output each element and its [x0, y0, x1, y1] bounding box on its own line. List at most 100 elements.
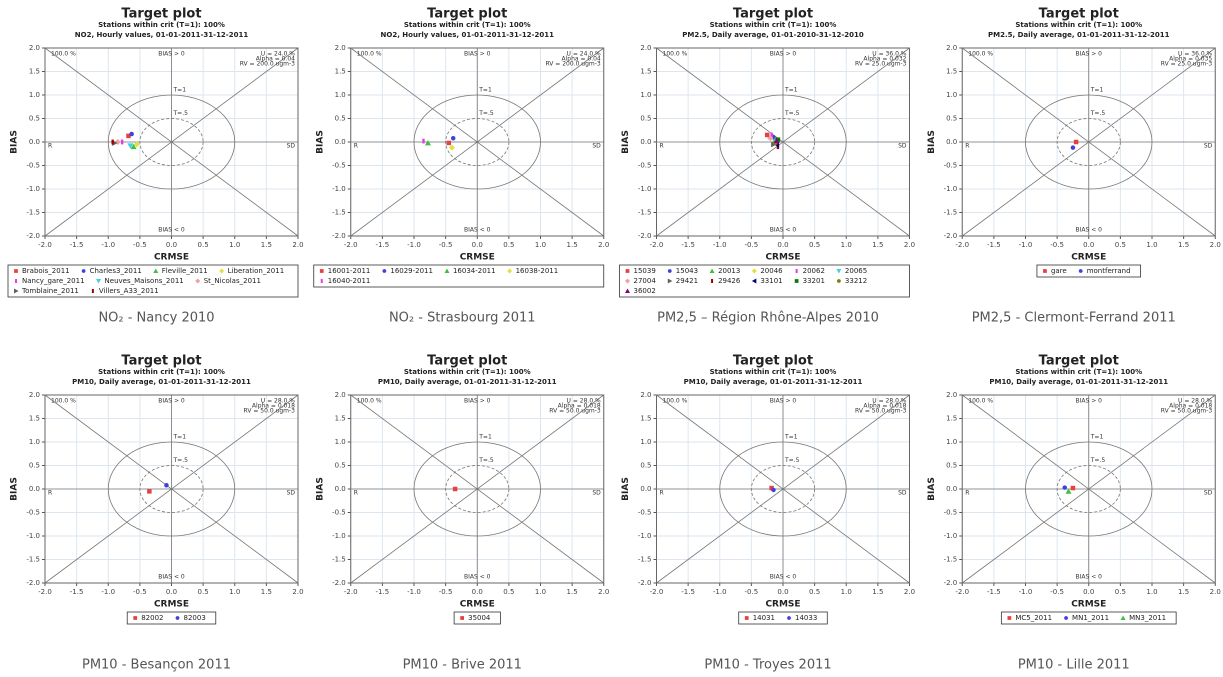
chart-subtitle: Stations within crit (T=1): 100% — [98, 368, 225, 376]
x-tick-label: 0.5 — [198, 241, 209, 249]
point — [120, 139, 124, 145]
chart-title: Target plot — [121, 354, 201, 369]
x-axis-label: CRMSE — [765, 600, 800, 610]
annotation: RV = 25.0 ugm-3 — [1161, 61, 1213, 68]
target-circle-dashed — [445, 118, 510, 166]
legend-box — [126, 611, 217, 625]
legend-marker — [319, 269, 324, 273]
y-tick-label: -2.0 — [638, 579, 652, 587]
legend-marker — [751, 268, 757, 274]
point — [448, 144, 455, 151]
chart-subtitle: Stations within crit (T=1): 100% — [710, 368, 837, 376]
legend-marker — [15, 279, 17, 283]
x-tick-label: 1.0 — [1146, 241, 1157, 249]
chart-subtitle: Stations within crit (T=1): 100% — [710, 21, 837, 29]
chart-subtitle: PM10, Daily average, 01-01-2011-31-12-20… — [684, 378, 863, 386]
annotation: RV = 25.0 ugm-3 — [855, 61, 907, 68]
chart-subtitle: NO2, Hourly values, 01-01-2011-31-12-201… — [75, 31, 249, 39]
x-tick-label: 2.0 — [1210, 241, 1221, 249]
legend-label: 20062 — [803, 267, 825, 275]
point — [133, 141, 140, 148]
y-tick-label: 0.0 — [946, 485, 957, 493]
point — [1065, 488, 1072, 494]
annotation: R — [354, 143, 358, 150]
annotation: BIAS < 0 — [464, 227, 491, 234]
y-tick-label: 1.0 — [640, 438, 651, 446]
annotation: T=1 — [173, 87, 187, 94]
y-tick-label: 1.5 — [335, 68, 346, 76]
y-axis-label: BIAS — [621, 477, 631, 501]
annotation: R — [660, 143, 664, 150]
legend-label: Charles3_2011 — [90, 267, 142, 275]
y-tick-label: 1.5 — [29, 415, 40, 423]
x-tick-label: 1.0 — [841, 588, 852, 596]
annotation: BIAS < 0 — [770, 574, 797, 581]
annotation: BIAS < 0 — [158, 227, 185, 234]
y-axis-label: BIAS — [10, 130, 20, 154]
target-circle — [1025, 94, 1153, 190]
y-axis-label: BIAS — [10, 477, 20, 501]
annotation: BIAS > 0 — [1076, 398, 1103, 405]
x-tick-label: 2.0 — [904, 241, 915, 249]
legend-label: 14031 — [753, 614, 775, 622]
annotation: SD — [898, 143, 907, 150]
legend-label: 16001-2011 — [328, 267, 371, 275]
annotation: RV = 50.0 ugm-3 — [549, 408, 601, 415]
caption: PM10 - Brive 2011 — [403, 658, 522, 673]
x-tick-label: -0.5 — [1050, 241, 1064, 249]
x-tick-label: 2.0 — [292, 241, 303, 249]
legend-marker — [787, 616, 791, 620]
point — [424, 139, 431, 146]
annotation: 100.0 % — [663, 398, 688, 405]
annotation: SD — [287, 490, 296, 497]
legend-marker — [175, 616, 180, 620]
x-tick-label: -0.5 — [745, 588, 759, 596]
x-tick-label: -1.5 — [987, 588, 1001, 596]
x-tick-label: 0.0 — [166, 588, 177, 596]
legend-marker — [96, 279, 102, 284]
legend-marker — [751, 278, 757, 284]
y-tick-label: -0.5 — [638, 162, 652, 170]
target-circle — [413, 94, 541, 190]
chart-subtitle: Stations within crit (T=1): 100% — [98, 21, 225, 29]
annotation: 100.0 % — [51, 398, 76, 405]
y-tick-label: -1.0 — [332, 532, 346, 540]
legend-label: Villers_A33_2011 — [99, 287, 159, 295]
y-tick-label: -1.0 — [26, 532, 40, 540]
annotation: U = 28.0 % — [1178, 398, 1213, 405]
y-tick-label: -1.0 — [332, 185, 346, 193]
y-tick-label: -1.0 — [26, 185, 40, 193]
annotation: SD — [287, 143, 296, 150]
chart-title: Target plot — [121, 7, 201, 22]
annotation: T=.5 — [173, 457, 189, 464]
point — [446, 140, 452, 146]
legend-marker — [711, 279, 714, 283]
y-tick-label: 0.0 — [29, 485, 40, 493]
legend-label: 33212 — [845, 277, 867, 285]
legend-marker — [1043, 269, 1047, 273]
y-tick-label: 2.0 — [29, 44, 40, 52]
point — [771, 487, 776, 493]
legend-label: 20046 — [760, 267, 783, 275]
target-circle-dashed — [445, 465, 510, 513]
x-axis-label: CRMSE — [1071, 253, 1106, 263]
legend-label: MN3_2011 — [1129, 614, 1166, 622]
x-tick-label: -2.0 — [344, 588, 358, 596]
legend-label: Fleville_2011 — [162, 267, 208, 275]
chart-subtitle: PM10, Daily average, 01-01-2011-31-12-20… — [72, 378, 251, 386]
y-tick-label: -0.5 — [944, 162, 958, 170]
x-tick-label: -1.0 — [713, 588, 727, 596]
annotation: SD — [592, 490, 601, 497]
chart-subtitle: PM10, Daily average, 01-01-2011-31-12-20… — [378, 378, 557, 386]
target-circle — [1025, 441, 1153, 537]
annotation: T=.5 — [478, 110, 494, 117]
legend-box — [738, 611, 828, 625]
legend-label: 16038-2011 — [516, 267, 559, 275]
y-tick-label: 0.5 — [335, 115, 346, 123]
x-tick-label: 1.0 — [229, 241, 240, 249]
annotation: U = 24.0 % — [567, 51, 602, 58]
y-tick-label: -1.5 — [332, 209, 346, 217]
point — [767, 135, 774, 142]
legend-marker — [1078, 269, 1083, 273]
chart-subtitle: PM2.5, Daily average, 01-01-2010-31-12-2… — [682, 31, 864, 39]
